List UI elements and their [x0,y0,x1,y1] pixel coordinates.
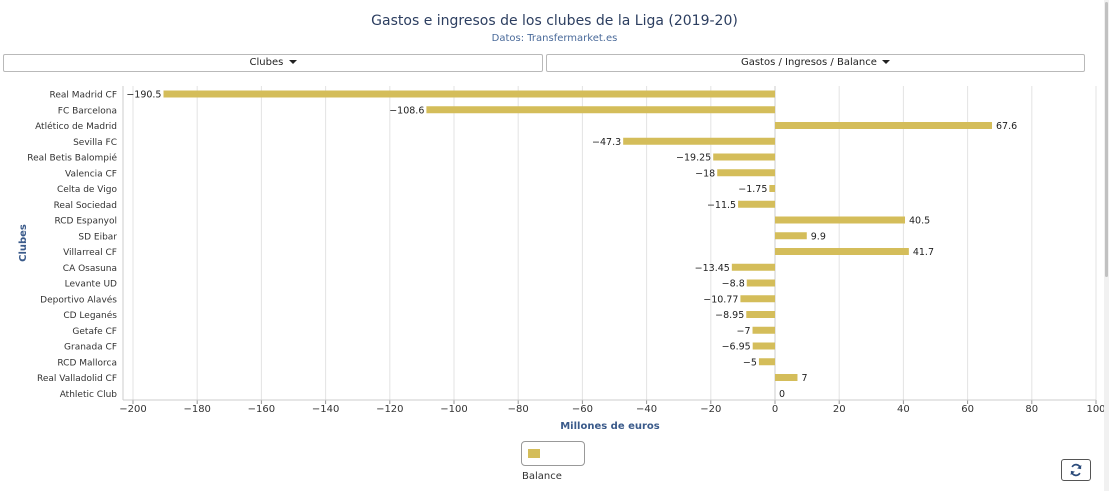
x-tick-label: 100 [1086,404,1105,415]
bar [769,185,775,192]
y-axis-title: Clubes [18,224,29,262]
clubes-dropdown-label: Clubes [249,57,284,68]
bar [775,216,906,224]
metric-dropdown-label: Gastos / Ingresos / Balance [740,57,877,68]
category-label: Real Sociedad [54,201,117,211]
data-label: 40.5 [909,216,930,227]
bar [775,248,909,255]
data-label: −18 [695,168,715,179]
data-label: −19.25 [676,153,711,164]
data-label: 0 [779,389,785,400]
x-axis-title: Millones de euros [560,421,660,432]
data-label: −5 [743,357,757,368]
category-label: Real Valladolid CF [37,374,117,384]
chart-title: Gastos e ingresos de los clubes de la Li… [371,13,738,29]
x-tick-label: −140 [312,404,339,415]
data-label: −108.6 [389,105,424,116]
category-label: Valencia CF [65,169,117,179]
data-label: 9.9 [811,231,826,242]
category-label: Atlético de Madrid [35,121,117,132]
category-label: RCD Mallorca [57,358,117,368]
category-label: SD Eibar [78,232,117,242]
metric-dropdown[interactable]: Gastos / Ingresos / Balance [546,54,1085,72]
caret-down-icon [882,60,891,64]
data-label: −11.5 [707,200,736,211]
bar [623,137,775,145]
bar [775,374,798,381]
x-tick-label: −80 [508,404,529,415]
category-label: Real Betis Balompié [27,153,117,164]
data-label: −8.8 [722,279,745,290]
data-label: −13.45 [695,263,730,274]
x-tick-label: 20 [833,404,846,415]
category-label: FC Barcelona [58,106,117,116]
scrollbar-thumb[interactable] [1105,2,1108,277]
bar [752,326,775,334]
category-label: Real Madrid CF [50,91,118,101]
category-label: Getafe CF [72,327,117,337]
bar [775,122,992,129]
x-tick-label: −20 [700,404,721,415]
bar [731,263,775,271]
bar [752,342,775,350]
category-label: CA Osasuna [63,264,117,274]
data-label: −8.95 [715,310,744,321]
category-label: Levante UD [65,280,117,290]
data-label: 67.6 [996,121,1017,132]
x-tick-label: 0 [772,404,778,415]
category-label: Deportivo Alavés [40,294,117,305]
x-tick-label: 80 [1025,404,1038,415]
data-label: −7 [737,326,751,337]
data-label: 41.7 [913,247,934,258]
caret-down-icon [288,60,297,64]
chart-subtitle: Datos: Transfermarket.es [491,33,618,44]
bar [746,279,775,287]
bar [163,90,775,98]
data-label: −6.95 [722,342,751,353]
category-label: Celta de Vigo [57,185,118,195]
data-label: 7 [801,373,807,384]
data-label: −1.75 [738,184,767,195]
category-label: Athletic Club [60,390,118,400]
x-tick-label: −40 [636,404,657,415]
x-tick-label: −100 [440,404,467,415]
bar [717,169,775,177]
bar [740,295,775,303]
category-label: CD Leganés [63,310,117,321]
x-tick-label: 40 [897,404,910,415]
data-label: −190.5 [126,90,161,101]
category-label: Villarreal CF [63,248,117,258]
refresh-icon [1070,463,1082,477]
bar [758,358,775,366]
clubes-dropdown[interactable]: Clubes [3,54,543,72]
x-tick-label: −60 [572,404,593,415]
data-label: −47.3 [592,137,621,148]
bar [775,232,807,240]
refresh-button[interactable] [1061,459,1091,481]
category-label: RCD Espanyol [54,217,117,227]
category-label: Sevilla FC [73,138,117,148]
bar [426,106,775,114]
x-tick-label: 60 [961,404,974,415]
legend-swatch [528,448,540,458]
bar [713,153,775,161]
bar [738,200,775,208]
x-tick-label: −160 [248,404,275,415]
data-label: −10.77 [703,294,738,305]
category-label: Granada CF [64,343,117,353]
x-tick-label: −200 [119,404,146,415]
legend-item-balance[interactable]: Balance [521,441,585,482]
legend-label: Balance [522,471,562,482]
bar [746,311,775,318]
x-tick-label: −120 [376,404,403,415]
x-tick-label: −180 [183,404,210,415]
